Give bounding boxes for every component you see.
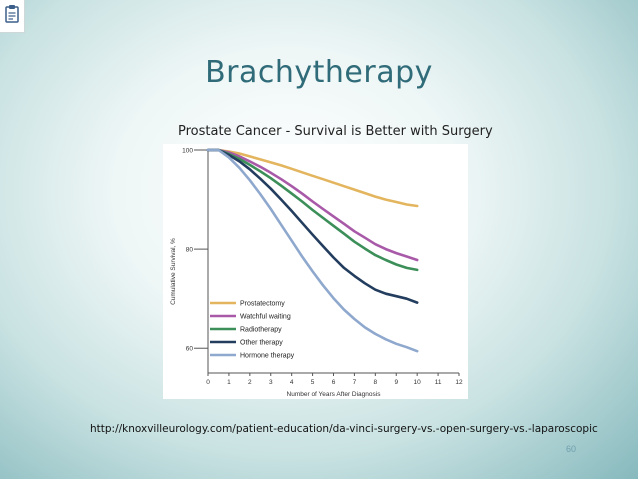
series-line-4: [206, 148, 419, 353]
x-tick-label: 0: [206, 379, 210, 386]
legend-label-2: Radiotherapy: [240, 327, 282, 334]
legend-label-1: Watchful waiting: [240, 314, 291, 321]
chart-panel: 60 80 100 0 1 2 3 4 5 6 7 8 9 10 11 12 Number of Years A…: [163, 144, 468, 399]
legend-label-0: Prostatectomy: [240, 301, 285, 308]
chart-title: Prostate Cancer - Survival is Better wit…: [178, 124, 493, 139]
page-number: 60: [566, 444, 577, 454]
x-tick-label: 3: [269, 379, 273, 386]
x-tick-label: 9: [394, 379, 398, 386]
x-tick-label: 4: [290, 379, 294, 386]
x-tick-label: 2: [248, 379, 252, 386]
legend-label-4: Hormone therapy: [240, 353, 295, 360]
series-line-1: [206, 148, 419, 262]
series-line-3: [206, 148, 419, 304]
y-axis-label: Cumulative Survival, %: [170, 238, 177, 305]
clipboard-icon: [0, 0, 25, 33]
series-line-0: [206, 148, 419, 208]
x-axis-label: Number of Years After Diagnosis: [287, 391, 382, 398]
x-tick-label: 7: [353, 379, 357, 386]
x-tick-label: 11: [435, 379, 442, 386]
y-tick-label: 80: [186, 247, 194, 254]
x-tick-label: 10: [414, 379, 422, 386]
x-tick-label: 12: [455, 379, 463, 386]
legend-label-3: Other therapy: [240, 340, 283, 347]
x-tick-label: 5: [311, 379, 315, 386]
slide-title: Brachytherapy: [205, 55, 433, 90]
x-tick-label: 1: [227, 379, 231, 386]
y-tick-label: 60: [186, 346, 194, 353]
y-tick-label: 100: [182, 148, 193, 155]
x-tick-label: 6: [332, 379, 336, 386]
series-line-2: [206, 148, 419, 272]
source-url[interactable]: http://knoxvilleurology.com/patient-educ…: [90, 423, 598, 435]
x-tick-label: 8: [374, 379, 378, 386]
